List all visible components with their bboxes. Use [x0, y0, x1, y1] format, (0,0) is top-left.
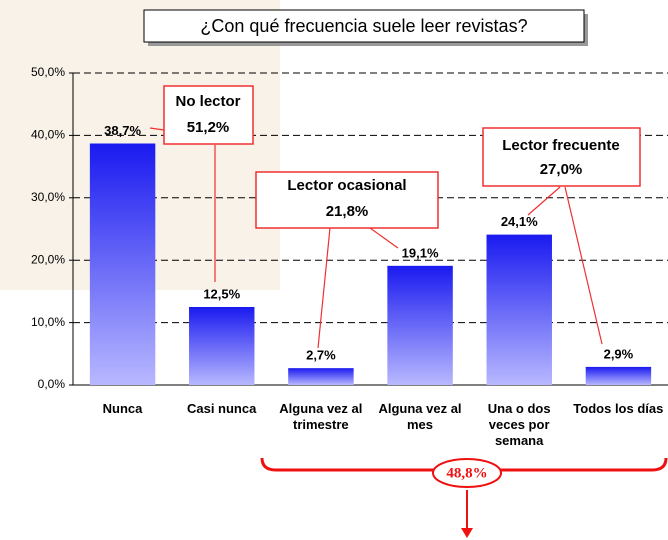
bar — [288, 368, 353, 385]
value-label: 19,1% — [402, 245, 439, 260]
bar — [189, 307, 254, 385]
y-tick-label: 30,0% — [31, 190, 65, 204]
y-tick-label: 10,0% — [31, 315, 65, 329]
x-tick-label: Alguna vez al trimestre — [271, 401, 370, 433]
annotation-title: Lector frecuente — [502, 137, 620, 154]
value-label: 2,9% — [604, 346, 634, 361]
value-label: 38,7% — [104, 123, 141, 138]
value-label: 2,7% — [306, 348, 336, 363]
x-tick-label: Una o dos veces por semana — [470, 401, 569, 449]
y-tick-label: 20,0% — [31, 252, 65, 266]
annotation-title: Lector ocasional — [287, 177, 406, 194]
bar — [487, 235, 552, 385]
x-tick-label: Nunca — [73, 401, 172, 417]
value-label: 24,1% — [501, 214, 538, 229]
chart: ¿Con qué frecuencia suele leer revistas?… — [0, 0, 668, 540]
y-tick-label: 0,0% — [38, 377, 66, 391]
page: {"chart_data": {"type": "bar", "title": … — [0, 0, 668, 540]
chart-title: ¿Con qué frecuencia suele leer revistas? — [200, 16, 527, 36]
annotation-value: 21,8% — [326, 203, 369, 220]
total-label: 48,8% — [446, 465, 487, 481]
x-tick-label: Casi nunca — [172, 401, 271, 417]
bar — [387, 266, 452, 385]
x-tick-label: Todos los días — [569, 401, 668, 417]
annotation-title: No lector — [175, 93, 240, 110]
annotation-value: 51,2% — [187, 119, 230, 136]
annotation-value: 27,0% — [540, 161, 583, 178]
y-tick-label: 40,0% — [31, 128, 65, 142]
y-tick-label: 50,0% — [31, 65, 65, 79]
bar — [90, 144, 155, 385]
x-tick-label: Alguna vez al mes — [371, 401, 470, 433]
value-label: 12,5% — [203, 286, 240, 301]
bar — [586, 367, 651, 385]
arrow-head — [461, 528, 473, 538]
